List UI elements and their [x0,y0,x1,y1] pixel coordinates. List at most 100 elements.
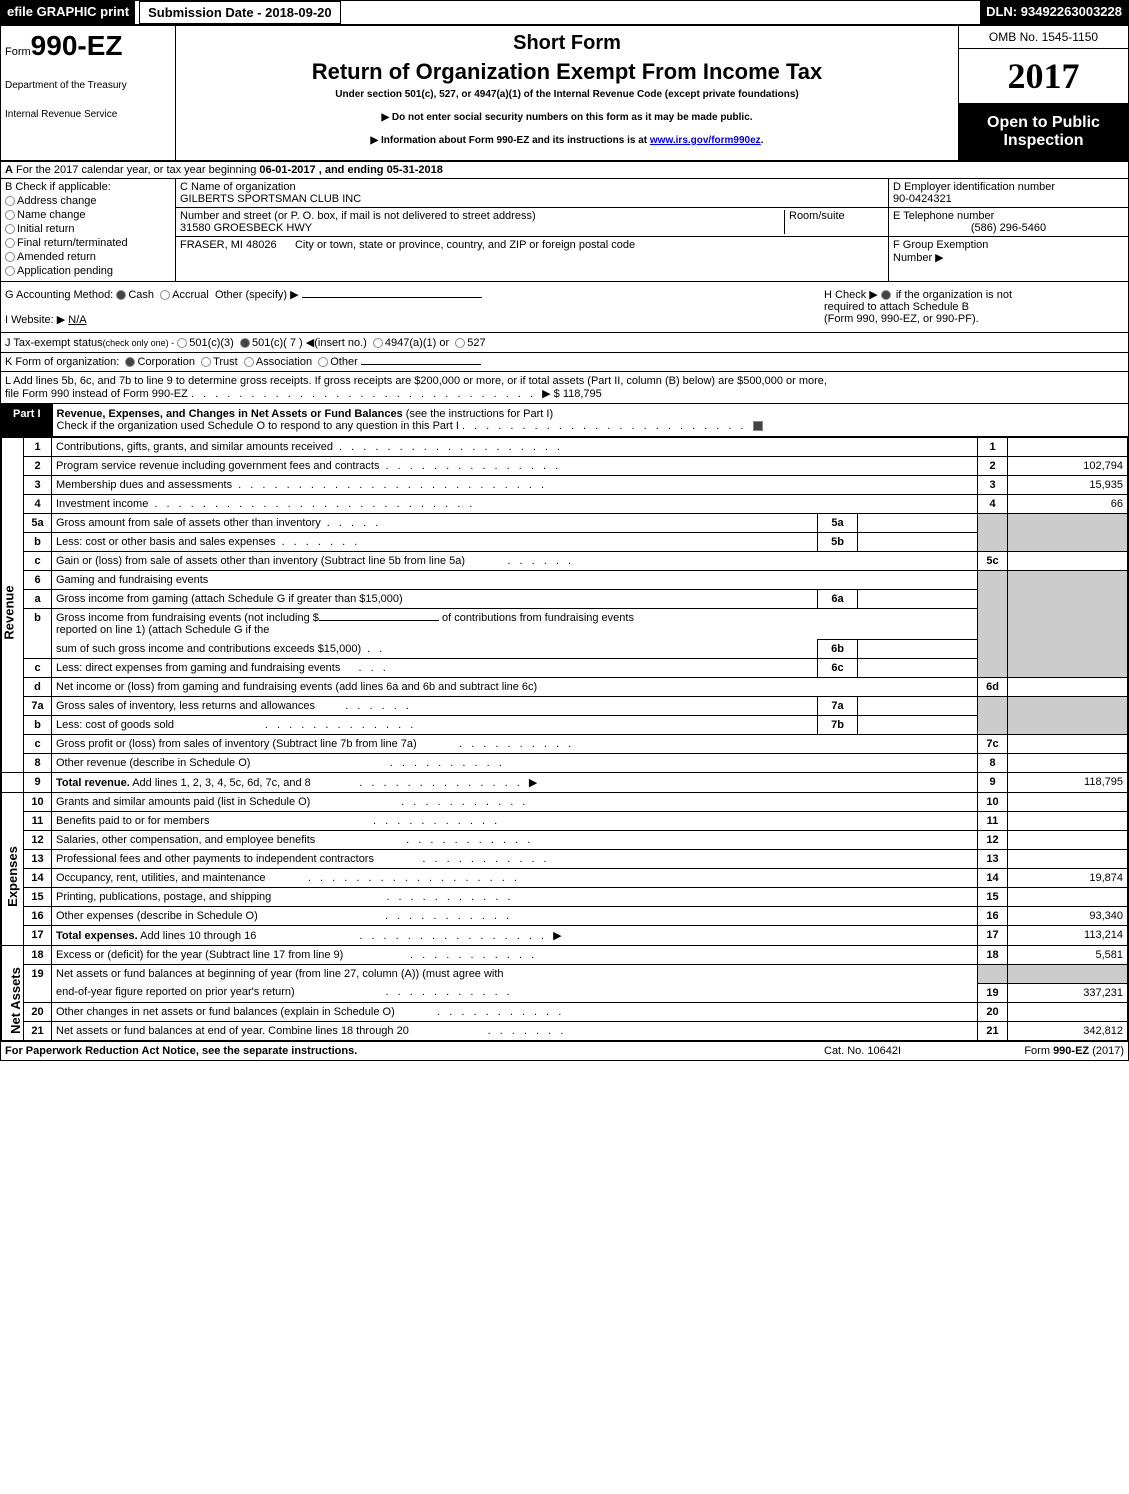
i-label: I [5,314,8,326]
line-a-end: 05-31-2018 [387,164,443,176]
k-o3-radio[interactable] [244,357,254,367]
efile-label: efile GRAPHIC print [1,1,135,24]
part1-checkbox[interactable] [753,421,763,431]
l21-desc: Net assets or fund balances at end of ye… [52,1021,978,1040]
row-6d: d Net income or (loss) from gaming and f… [2,678,1128,697]
row-6b1: b Gross income from fundraising events (… [2,609,1128,640]
row-17: 17 Total expenses. Add lines 10 through … [2,926,1128,946]
l3-num: 3 [24,476,52,495]
l19-amt: 337,231 [1008,983,1128,1002]
under-section: Under section 501(c), 527, or 4947(a)(1)… [182,89,952,100]
cb-address-change[interactable]: Address change [5,195,171,207]
form-no-big: 990-EZ [31,30,123,61]
part1-header: Part I Revenue, Expenses, and Changes in… [1,404,1128,437]
line-a-text1: For the 2017 calendar year, or tax year … [16,164,259,176]
cb-final-return[interactable]: Final return/terminated [5,237,171,249]
c-city: FRASER, MI 48026 [180,239,277,251]
l5c-num: c [24,552,52,571]
row-13: 13 Professional fees and other payments … [2,850,1128,869]
cb-amended-return[interactable]: Amended return [5,251,171,263]
l7c-desc: Gross profit or (loss) from sales of inv… [52,735,978,754]
g-cash-radio[interactable] [116,290,126,300]
ssn-warning: ▶ Do not enter social security numbers o… [182,112,952,123]
d-value: 90-0424321 [893,193,952,205]
tax-year: 2017 [959,49,1128,104]
g-text: Accounting Method: [16,289,113,301]
g-cash: Cash [128,289,154,301]
c-label: C [180,181,188,193]
row-7a: 7a Gross sales of inventory, less return… [2,697,1128,716]
l9-amt: 118,795 [1008,773,1128,793]
g-accrual-radio[interactable] [160,290,170,300]
l6c-num: c [24,659,52,678]
l7-shade-amt [1008,697,1128,735]
line-a-text2: , and ending [319,164,387,176]
l7a-desc: Gross sales of inventory, less returns a… [52,697,818,716]
cb-initial-return[interactable]: Initial return [5,223,171,235]
j-o3: 4947(a)(1) or [385,337,449,349]
page-footer: For Paperwork Reduction Act Notice, see … [1,1041,1128,1060]
l16-desc: Other expenses (describe in Schedule O) … [52,907,978,926]
row-20: 20 Other changes in net assets or fund b… [2,1002,1128,1021]
l10-num: 10 [24,793,52,812]
j-o2-radio[interactable] [240,338,250,348]
l12-lnum: 12 [978,831,1008,850]
expenses-vertical: Expenses [2,793,24,946]
l9-num: 9 [24,773,52,793]
row-14: 14 Occupancy, rent, utilities, and maint… [2,869,1128,888]
row-6b2: sum of such gross income and contributio… [2,640,1128,659]
l19-desc2: end-of-year figure reported on prior yea… [52,983,978,1002]
form-prefix: Form [5,46,31,58]
l10-desc: Grants and similar amounts paid (list in… [52,793,978,812]
top-bar: efile GRAPHIC print Submission Date - 20… [1,1,1128,26]
l7b-sub: 7b [818,716,858,735]
j-o4-radio[interactable] [455,338,465,348]
c-addr: 31580 GROESBECK HWY [180,222,312,234]
h-text2: if the organization is [896,289,994,301]
line-a-label: A [5,164,13,176]
dln-label: DLN: [986,4,1021,19]
l11-num: 11 [24,812,52,831]
row-5a: 5a Gross amount from sale of assets othe… [2,514,1128,533]
e-row: E Telephone number (586) 296-5460 [889,208,1128,237]
l16-amt: 93,340 [1008,907,1128,926]
l12-num: 12 [24,831,52,850]
l13-lnum: 13 [978,850,1008,869]
l6c-desc: Less: direct expenses from gaming and fu… [52,659,818,678]
info-link[interactable]: www.irs.gov/form990ez [650,135,761,146]
h-check[interactable] [881,290,891,300]
j-o1-radio[interactable] [177,338,187,348]
line-a-begin: 06-01-2017 [259,164,315,176]
l12-desc: Salaries, other compensation, and employ… [52,831,978,850]
row-21: 21 Net assets or fund balances at end of… [2,1021,1128,1040]
row-18: Net Assets 18 Excess or (deficit) for th… [2,946,1128,965]
part1-check: Check if the organization used Schedule … [57,420,459,432]
bc-block: B Check if applicable: Address change Na… [1,179,1128,282]
d-label: D [893,181,901,193]
l6-shade [978,571,1008,678]
l10-amt [1008,793,1128,812]
l2-amt: 102,794 [1008,457,1128,476]
l16-lnum: 16 [978,907,1008,926]
l17-num: 17 [24,926,52,946]
l1-desc: Contributions, gifts, grants, and simila… [52,438,978,457]
j-sub: (check only one) - [103,338,175,348]
cb-name-change[interactable]: Name change [5,209,171,221]
section-b: B Check if applicable: Address change Na… [1,179,176,281]
l4-amt: 66 [1008,495,1128,514]
k-o4-radio[interactable] [318,357,328,367]
h-text1: Check ▶ [835,289,878,301]
k-o1-radio[interactable] [125,357,135,367]
row-10: Expenses 10 Grants and similar amounts p… [2,793,1128,812]
k-o2-radio[interactable] [201,357,211,367]
cb-application-pending[interactable]: Application pending [5,265,171,277]
l9-lnum: 9 [978,773,1008,793]
l6d-lnum: 6d [978,678,1008,697]
k-label: K [5,356,12,368]
short-form-label: Short Form [182,32,952,55]
row-4: 4 Investment income . . . . . . . . . . … [2,495,1128,514]
j-o3-radio[interactable] [373,338,383,348]
l13-amt [1008,850,1128,869]
l8-desc: Other revenue (describe in Schedule O) .… [52,754,978,773]
l1-amt [1008,438,1128,457]
